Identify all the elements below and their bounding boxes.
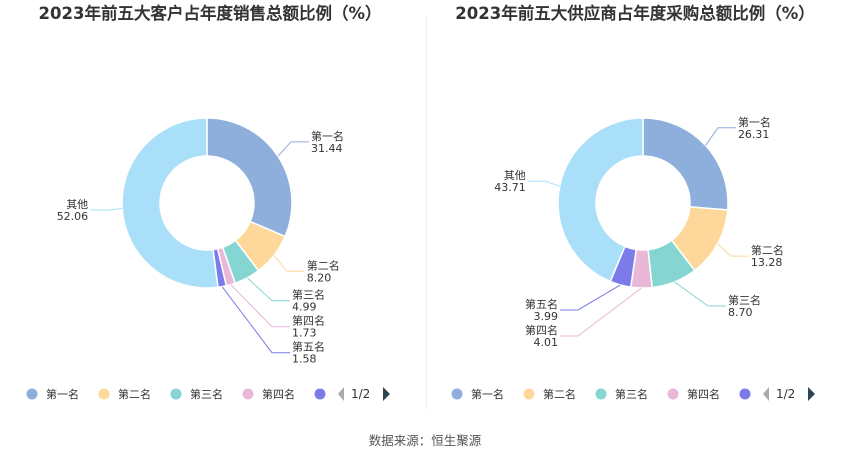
legend-label: 第四名 <box>687 387 720 401</box>
legend-item[interactable]: 第三名 <box>170 387 224 401</box>
legend-next-page-icon[interactable] <box>383 387 390 401</box>
donut-slice-6[interactable] <box>121 117 219 289</box>
legend-marker <box>523 388 535 400</box>
slice-value-label: 1.58 <box>292 353 317 366</box>
legend-marker <box>242 388 254 400</box>
leader-line <box>560 287 642 337</box>
leader-line <box>560 284 621 311</box>
legend-page-indicator: 1/2 <box>776 387 795 401</box>
legend-label: 第三名 <box>190 387 223 401</box>
leader-line <box>246 277 290 302</box>
legend-label: 第二名 <box>543 387 576 401</box>
slice-category-label: 其他 <box>66 198 88 211</box>
legend-label: 第二名 <box>118 387 151 401</box>
slice-value-label: 26.31 <box>738 128 770 141</box>
leader-line <box>90 208 123 211</box>
slice-value-label: 3.99 <box>534 310 559 323</box>
donut-slice-1[interactable] <box>206 117 293 238</box>
legend-item[interactable]: 第一名 <box>26 387 80 401</box>
legend-item[interactable]: 第一名 <box>451 387 505 401</box>
leader-line <box>230 284 290 328</box>
legend-prev-page-icon[interactable] <box>763 387 769 401</box>
legend-label: 第四名 <box>262 387 295 401</box>
slice-value-label: 43.71 <box>494 181 526 194</box>
legend-label: 第一名 <box>471 387 504 401</box>
legend-marker <box>667 388 679 400</box>
donut-slice-1[interactable] <box>642 117 729 211</box>
legend-item[interactable]: 第二名 <box>523 387 577 401</box>
legend-page-indicator: 1/2 <box>351 387 370 401</box>
legend-marker <box>170 388 182 400</box>
slice-category-label: 第一名 <box>311 129 344 143</box>
legend-item[interactable]: 第二名 <box>98 387 152 401</box>
legend-marker <box>98 388 110 400</box>
slice-category-label: 第五名 <box>292 340 325 354</box>
legend-item[interactable]: 第四名 <box>242 387 296 401</box>
leader-line <box>705 127 736 146</box>
slice-value-label: 31.44 <box>311 142 343 155</box>
legend-marker <box>595 388 607 400</box>
slice-category-label: 第三名 <box>728 293 761 307</box>
chart-title: 2023年前五大客户占年度销售总额比例（%） <box>38 4 382 23</box>
legend-marker <box>26 388 38 400</box>
legend-item[interactable]: 第四名 <box>667 387 721 401</box>
leader-line <box>527 180 560 187</box>
leader-line <box>717 243 749 257</box>
legend-next-page-icon[interactable] <box>808 387 815 401</box>
supplier-donut-chart: 第一名26.31第二名13.28第三名8.70第四名4.01第五名3.99其他4… <box>451 115 815 401</box>
slice-category-label: 第四名 <box>292 314 325 328</box>
leader-line <box>277 141 309 157</box>
slice-category-label: 其他 <box>504 169 526 182</box>
legend-item[interactable]: 第三名 <box>595 387 649 401</box>
legend-label: 第三名 <box>615 387 648 401</box>
slice-category-label: 第三名 <box>292 288 325 302</box>
slice-value-label: 52.06 <box>57 210 89 223</box>
slice-value-label: 13.28 <box>751 256 783 269</box>
leader-line <box>674 281 726 307</box>
slice-value-label: 8.20 <box>307 271 332 284</box>
slice-value-label: 1.73 <box>292 327 317 340</box>
slice-category-label: 第一名 <box>738 115 771 129</box>
slice-category-label: 第二名 <box>307 258 340 272</box>
legend-marker <box>451 388 463 400</box>
data-source: 数据来源：恒生聚源 <box>368 433 482 448</box>
slice-value-label: 4.99 <box>292 301 317 314</box>
panel-divider <box>426 15 427 410</box>
chart-title: 2023年前五大供应商占年度采购总额比例（%） <box>455 4 815 23</box>
legend-marker[interactable] <box>739 388 751 400</box>
donut-slice-6[interactable] <box>557 117 644 283</box>
slice-category-label: 第四名 <box>525 323 558 337</box>
legend-marker[interactable] <box>314 388 326 400</box>
leader-line <box>221 286 290 354</box>
legend-prev-page-icon[interactable] <box>338 387 344 401</box>
slice-category-label: 第二名 <box>751 243 784 257</box>
supplier-chart-panel: 2023年前五大供应商占年度采购总额比例（%） 第一名 26.31 第二名 13.28… <box>425 0 850 410</box>
slice-value-label: 8.70 <box>728 306 753 319</box>
slice-value-label: 4.01 <box>534 336 559 349</box>
leader-line <box>273 254 305 272</box>
legend-label: 第一名 <box>46 387 79 401</box>
customer-donut-chart: 第一名31.44第二名8.20第三名4.99第四名1.73第五名1.58其他52… <box>26 117 390 401</box>
slice-category-label: 第五名 <box>525 297 558 311</box>
customer-chart-panel: 2023年前五大客户占年度销售总额比例（%） 第一名 31.44 第二名 8.20 第三… <box>0 0 425 410</box>
